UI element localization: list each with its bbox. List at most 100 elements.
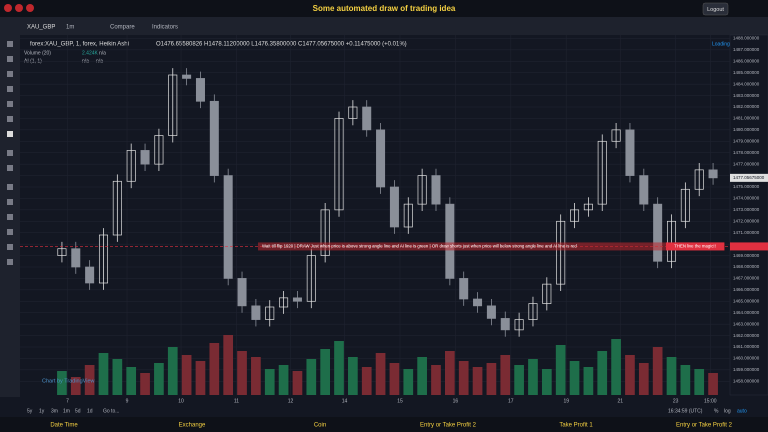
range-button[interactable]: 1y xyxy=(39,408,45,414)
y-tick-label: 1483.000000 xyxy=(733,93,760,98)
volume-bar xyxy=(583,367,594,395)
volume-bar xyxy=(514,365,524,395)
indicators[interactable]: Indicators xyxy=(152,25,178,31)
y-tick-label: 1460.000000 xyxy=(733,356,760,361)
candle-body xyxy=(500,318,510,331)
volume-bar xyxy=(348,357,358,395)
candle-body xyxy=(71,248,81,268)
tool-icons[interactable] xyxy=(7,41,13,265)
candle-body xyxy=(473,298,483,307)
volume-bar xyxy=(320,349,331,395)
logo xyxy=(15,4,23,12)
x-tick-label: 9 xyxy=(126,398,129,404)
y-tick-label: 1474.000000 xyxy=(733,196,760,201)
logout-label[interactable]: Logout xyxy=(707,7,724,13)
volume-bar xyxy=(694,369,705,395)
auto-toggle[interactable]: auto xyxy=(737,408,747,414)
y-tick-label: 1469.000000 xyxy=(733,253,760,258)
toolbar xyxy=(0,17,768,35)
volume-bar xyxy=(569,361,580,395)
last-price-tag xyxy=(730,173,768,182)
bottom-bar xyxy=(20,397,768,417)
volume-bar xyxy=(126,367,137,395)
x-tick-label: 7 xyxy=(66,398,69,404)
volume-bar xyxy=(680,365,691,395)
candle-body xyxy=(265,306,275,320)
candle-body xyxy=(98,234,108,284)
interval[interactable]: 1m xyxy=(66,25,74,31)
candle-body xyxy=(694,169,704,190)
candle-body xyxy=(362,106,372,131)
range-button[interactable]: Go to... xyxy=(103,408,119,414)
volume-bar xyxy=(70,377,81,395)
logo xyxy=(26,4,34,12)
y-tick-label: 1468.000000 xyxy=(733,264,760,269)
candle-body xyxy=(611,129,621,142)
y-tick-label: 1487.000000 xyxy=(733,47,760,52)
volume-bar xyxy=(638,363,649,395)
footer-column: Coin xyxy=(314,423,326,429)
y-tick-label: 1481.000000 xyxy=(733,116,760,121)
x-tick-label: 10 xyxy=(178,398,184,404)
candle-body xyxy=(708,169,718,179)
volume-bar xyxy=(140,373,150,395)
candle-body xyxy=(182,74,192,79)
candle-body xyxy=(389,186,399,228)
level-note-box xyxy=(258,242,725,251)
candle-body xyxy=(306,255,316,302)
y-tick-label: 1485.000000 xyxy=(733,70,760,75)
symbol[interactable]: XAU_GBP xyxy=(27,25,55,31)
range-button[interactable]: 1m xyxy=(63,408,70,414)
candle-body xyxy=(583,203,593,211)
logout-button[interactable] xyxy=(702,2,729,16)
log-toggle[interactable]: log xyxy=(724,408,731,414)
range-button[interactable]: 3m xyxy=(51,408,58,414)
candle-body xyxy=(667,220,677,262)
volume-bar xyxy=(500,355,511,395)
volume-bar xyxy=(611,339,621,395)
y-tick-label: 1478.000000 xyxy=(733,150,760,155)
compare[interactable]: Compare xyxy=(110,25,135,31)
volume-bar xyxy=(652,347,663,395)
candle-body xyxy=(639,175,649,205)
y-tick-label: 1467.000000 xyxy=(733,276,760,281)
range-button[interactable]: 5d xyxy=(75,408,81,414)
volume-bar xyxy=(278,365,289,395)
x-tick-label: 15:00 xyxy=(704,398,717,404)
y-tick-label: 1477.000000 xyxy=(733,161,760,166)
legend-volume-value: 2.424K xyxy=(82,50,99,56)
y-tick-label: 1480.000000 xyxy=(733,127,760,132)
candle-body xyxy=(292,297,302,302)
x-tick-label: 12 xyxy=(288,398,294,404)
candle-body xyxy=(334,118,344,211)
range-button[interactable]: 5y xyxy=(27,408,33,414)
volume-bar xyxy=(472,367,483,395)
candle-body xyxy=(168,74,178,136)
y-tick-label: 1465.000000 xyxy=(733,298,760,303)
volume-bar xyxy=(555,345,566,395)
candle-body xyxy=(209,100,219,176)
volume-bar xyxy=(264,369,275,395)
y-tick-label: 1459.000000 xyxy=(733,367,760,372)
y-tick-label: 1471.000000 xyxy=(733,230,760,235)
candle-body xyxy=(195,78,205,102)
candle-body xyxy=(112,180,122,236)
candle-body xyxy=(445,203,455,279)
candle-body xyxy=(486,305,496,319)
volume-bar xyxy=(597,351,608,395)
y-tick-label: 1479.000000 xyxy=(733,138,760,143)
percent-toggle[interactable]: % xyxy=(714,408,719,414)
y-tick-label: 1472.000000 xyxy=(733,218,760,223)
logo xyxy=(4,4,12,12)
range-button[interactable]: 1d xyxy=(87,408,93,414)
candle-body xyxy=(57,248,67,256)
candle-body xyxy=(140,150,150,165)
y-tick-label: 1486.000000 xyxy=(733,58,760,63)
volume-bar xyxy=(112,359,123,395)
volume-bar xyxy=(444,351,455,395)
footer-column: Exchange xyxy=(179,423,206,429)
footer-column: Entry or Take Profit 2 xyxy=(676,423,733,429)
volume-bar xyxy=(237,351,247,395)
volume-bar xyxy=(486,363,497,395)
candle-body xyxy=(279,297,289,308)
